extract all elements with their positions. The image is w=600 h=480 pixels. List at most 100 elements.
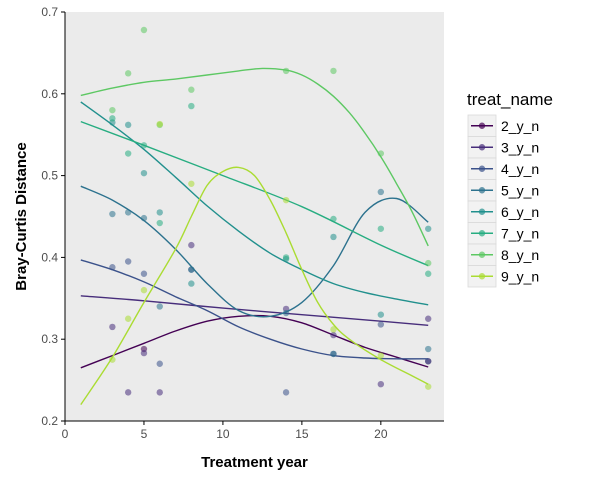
data-point [124,389,132,396]
trend-line [80,259,429,360]
data-point [425,345,432,353]
data-point [124,315,132,322]
y-tick-label: 0.2 [41,414,58,428]
y-tick-label: 0.4 [41,250,58,264]
data-point [124,150,132,157]
legend-label: 9_y_n [501,268,539,284]
x-tick-label: 5 [141,427,148,441]
data-point [109,106,116,114]
legend-label: 4_y_n [501,161,539,177]
legend-item: 2_y_n [467,114,539,137]
axes-layer: 0 5 10 15 20 0.2 0.3 0.4 0.5 0.6 0.7 [41,5,444,441]
legend-label: 6_y_n [501,204,539,220]
data-point [188,102,195,110]
legend-key-point [478,144,486,151]
data-point [377,311,385,318]
legend-label: 8_y_n [501,247,539,263]
data-point [377,352,385,359]
y-tick-label: 0.5 [41,169,58,183]
legend-item: 7_y_n [467,222,539,245]
series-5_y_n [80,185,432,358]
legend-key-point [478,122,486,129]
data-point [377,380,385,388]
legend-key-point [478,208,486,215]
data-point [140,26,148,34]
data-point [330,331,337,339]
data-point [425,259,432,267]
legend-title: treat_name [467,90,553,109]
data-point [156,389,163,396]
legend-key-point [478,230,486,237]
legend-key-point [478,187,486,194]
data-point [109,210,116,218]
data-point [140,286,148,294]
legend-item: 8_y_n [467,243,539,266]
x-tick-label: 0 [62,427,69,441]
series-7_y_n [80,102,432,277]
data-point [188,86,195,93]
data-point [188,280,195,287]
x-tick-label: 15 [295,427,309,441]
trend-line [80,101,429,306]
data-point [156,303,163,310]
data-point [109,323,116,331]
legend-item: 4_y_n [467,157,539,180]
legend-label: 3_y_n [501,139,539,155]
data-point [140,270,148,277]
trend-line [80,166,429,405]
data-point [282,196,290,204]
data-point [377,225,385,232]
legend-label: 5_y_n [501,182,539,198]
series-9_y_n [80,120,432,405]
series-8_y_n [80,26,432,267]
plot-panel [65,12,444,421]
data-point [124,70,132,77]
data-point [124,258,132,265]
data-point [156,120,163,128]
data-point [425,358,432,365]
legend-key-point [478,251,486,258]
data-point [377,321,385,328]
legend-item: 9_y_n [467,265,539,288]
data-point [330,233,337,241]
legend-label: 7_y_n [501,225,539,241]
trend-line [80,185,429,318]
x-tick-label: 10 [216,427,230,441]
data-point [425,315,432,322]
x-tick-label: 20 [374,427,388,441]
data-point [282,254,290,261]
data-point [109,115,116,122]
data-point [330,326,337,333]
data-point [330,350,337,358]
data-point [156,209,163,216]
data-point [109,356,116,363]
data-point [425,270,432,277]
y-tick-label: 0.7 [41,5,58,19]
legend: treat_name 2_y_n 3_y_n 4_y_n 5_y_n 6_y_n 7_y_… [467,90,553,288]
x-axis-title: Treatment year [201,454,308,471]
data-point [425,225,432,232]
data-point [188,241,195,249]
trend-line [80,67,429,247]
y-tick-label: 0.3 [41,332,58,346]
data-point [377,188,385,196]
y-tick-label: 0.6 [41,87,58,101]
data-point [188,180,195,187]
data-point [282,389,290,396]
legend-key-point [478,273,486,280]
data-point [140,169,148,177]
data-point [156,219,163,227]
data-point [156,360,163,367]
trend-line [80,295,429,326]
legend-item: 6_y_n [467,200,539,223]
y-axis-title: Bray-Curtis Distance [13,142,30,290]
data-point [425,383,432,390]
data-point [124,121,132,129]
legend-item: 3_y_n [467,136,539,159]
series-layer [80,26,432,405]
trend-line [80,120,429,267]
data-point [330,67,337,75]
legend-label: 2_y_n [501,118,539,134]
legend-key-point [478,165,486,172]
